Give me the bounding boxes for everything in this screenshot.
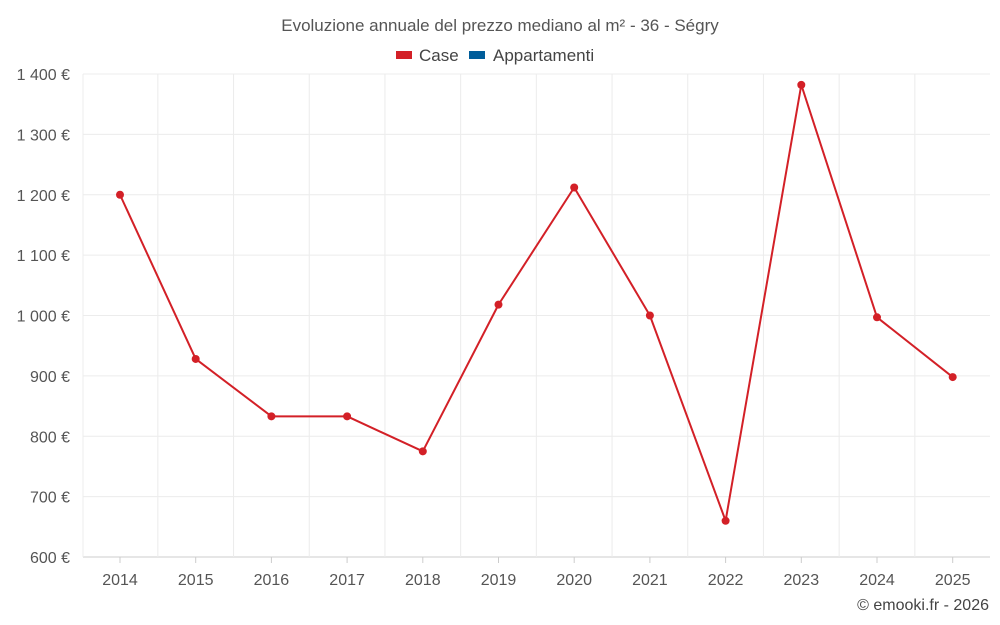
x-tick-label: 2023 xyxy=(784,572,820,589)
y-tick-label: 1 400 € xyxy=(17,67,70,84)
data-point[interactable] xyxy=(343,412,352,421)
data-point[interactable] xyxy=(797,80,806,89)
legend-label-case: Case xyxy=(419,46,459,65)
y-tick-label: 1 000 € xyxy=(17,309,70,326)
x-tick-label: 2017 xyxy=(329,572,365,589)
legend-swatch-appartamenti xyxy=(469,51,485,59)
x-tick-label: 2018 xyxy=(405,572,441,589)
data-point[interactable] xyxy=(191,354,200,363)
x-tick-label: 2020 xyxy=(556,572,592,589)
data-point[interactable] xyxy=(418,447,427,456)
data-point[interactable] xyxy=(645,311,654,320)
x-tick-label: 2014 xyxy=(102,572,138,589)
legend-item-case[interactable]: Case xyxy=(396,46,459,65)
data-point[interactable] xyxy=(948,373,957,382)
credit-text: © emooki.fr - 2026 xyxy=(857,597,989,614)
y-tick-label: 1 100 € xyxy=(17,248,70,265)
chart-title: Evoluzione annuale del prezzo mediano al… xyxy=(281,16,719,35)
data-point[interactable] xyxy=(873,313,881,322)
y-tick-label: 1 200 € xyxy=(17,188,70,205)
x-tick-label: 2015 xyxy=(178,572,214,589)
data-point[interactable] xyxy=(267,412,276,421)
series-line-0 xyxy=(119,83,954,522)
x-tick-label: 2016 xyxy=(254,572,290,589)
data-point[interactable] xyxy=(116,190,124,199)
x-tick-label: 2021 xyxy=(632,572,668,589)
legend-item-appartamenti[interactable]: Appartamenti xyxy=(469,46,594,65)
gridlines xyxy=(82,73,990,558)
data-point[interactable] xyxy=(570,183,579,192)
data-point[interactable] xyxy=(721,516,730,525)
x-axis: 2014 2015 2016 2017 2018 2019 2020 2021 2022 2023… xyxy=(102,557,971,589)
x-tick-label: 2019 xyxy=(481,572,517,589)
x-tick-label: 2025 xyxy=(935,572,971,589)
x-tick-label: 2022 xyxy=(708,572,744,589)
legend-label-appartamenti: Appartamenti xyxy=(493,46,594,65)
y-tick-label: 900 € xyxy=(30,369,70,386)
legend-swatch-case xyxy=(396,51,412,59)
y-tick-label: 700 € xyxy=(30,490,70,507)
data-point[interactable] xyxy=(494,300,503,309)
y-axis: 600 € 700 € 800 € 900 € 1 000 € 1 100 € 1 200 … xyxy=(17,67,70,567)
y-tick-label: 600 € xyxy=(30,550,70,567)
y-tick-label: 1 300 € xyxy=(17,127,70,144)
legend: Case Appartamenti xyxy=(396,46,594,65)
plot-area xyxy=(116,80,957,525)
x-tick-label: 2024 xyxy=(859,572,895,589)
y-tick-label: 800 € xyxy=(30,429,70,446)
